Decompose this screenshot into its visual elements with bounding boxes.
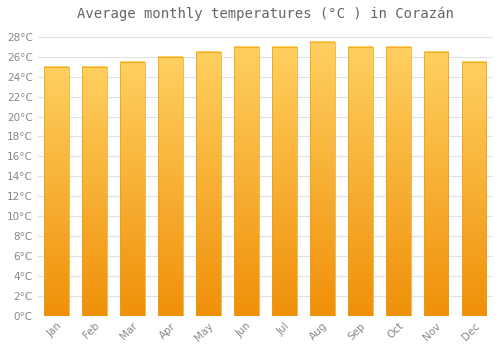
Bar: [158, 57, 183, 316]
Bar: [120, 62, 145, 316]
Bar: [424, 52, 448, 316]
Bar: [82, 66, 107, 316]
Bar: [348, 47, 372, 316]
Bar: [386, 47, 410, 316]
Bar: [44, 66, 69, 316]
Title: Average monthly temperatures (°C ) in Corazán: Average monthly temperatures (°C ) in Co…: [77, 7, 454, 21]
Bar: [234, 47, 258, 316]
Bar: [272, 47, 296, 316]
Bar: [196, 52, 221, 316]
Bar: [462, 62, 486, 316]
Bar: [310, 42, 334, 316]
